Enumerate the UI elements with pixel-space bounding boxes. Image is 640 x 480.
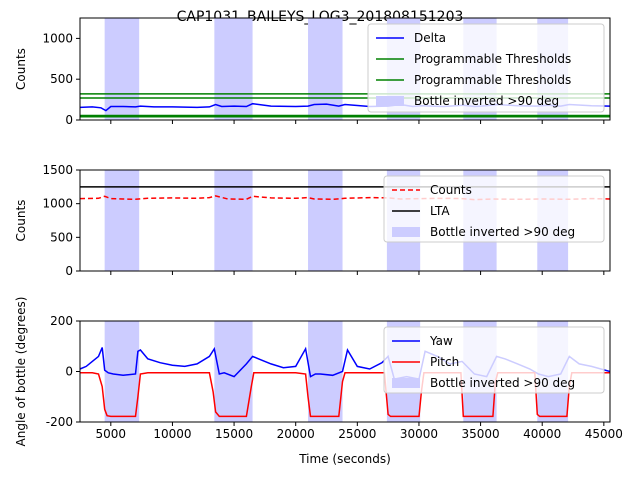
x-tick-label: 15000: [215, 427, 253, 441]
y-tick-label: 200: [50, 314, 73, 328]
subplot-3: -200 0 200 5000 10000 15000 20000 25000 30000 350…: [14, 297, 623, 466]
legend-label: Yaw: [429, 334, 453, 348]
legend-swatch: [376, 96, 404, 106]
inverted-span-1: [104, 170, 140, 271]
y-tick-label: 1000: [42, 31, 73, 45]
y-tick-label: 1000: [42, 197, 73, 211]
legend: Yaw Pitch Bottle inverted >90 deg: [383, 326, 605, 394]
legend-box: [383, 326, 605, 394]
x-tick-label: 20000: [277, 427, 315, 441]
inverted-span-3: [308, 170, 343, 271]
y-tick-label: 500: [50, 230, 73, 244]
plots: 0 500 1000 Counts Delta Programmable Threshol…: [14, 17, 623, 466]
y-axis-label: Counts: [14, 200, 28, 242]
x-tick-label: 30000: [400, 427, 438, 441]
legend-label: Bottle inverted >90 deg: [430, 225, 575, 239]
legend-label: LTA: [430, 204, 450, 218]
legend-label: Delta: [414, 31, 446, 45]
inverted-span-1: [104, 321, 140, 422]
legend-label: Counts: [430, 183, 472, 197]
x-tick-label: 10000: [153, 427, 191, 441]
y-tick-label: 500: [50, 72, 73, 86]
legend-label: Programmable Thresholds: [414, 73, 571, 87]
subplot-2: 0 500 1000 1500 Counts Counts LTA Bottle invert…: [14, 163, 611, 278]
x-axis-label: Time (seconds): [298, 452, 391, 466]
legend-label: Pitch: [430, 355, 459, 369]
inverted-span-1: [104, 18, 140, 120]
legend-label: Bottle inverted >90 deg: [430, 376, 575, 390]
y-axis-label: Counts: [14, 48, 28, 90]
axes-frame: [79, 169, 611, 272]
y-tick-label: 0: [65, 365, 73, 379]
y-tick-label: 0: [65, 264, 73, 278]
legend-swatch: [392, 227, 420, 237]
inverted-span-2: [214, 170, 253, 271]
axes-frame: [79, 17, 611, 121]
inverted-span-2: [214, 18, 253, 120]
legend-label: Bottle inverted >90 deg: [414, 94, 559, 108]
legend: Delta Programmable Thresholds Programmable…: [367, 23, 605, 113]
inverted-span-3: [308, 321, 343, 422]
legend-box: [383, 175, 605, 243]
legend-swatch: [392, 378, 420, 388]
x-tick-label: 35000: [461, 427, 499, 441]
x-tick-label: 5000: [96, 427, 127, 441]
y-tick-label: -200: [46, 415, 73, 429]
subplot-1: 0 500 1000 Counts Delta Programmable Threshol…: [14, 17, 611, 127]
inverted-span-2: [214, 321, 253, 422]
x-tick-label: 25000: [338, 427, 376, 441]
y-axis-label: Angle of bottle (degrees): [14, 297, 28, 447]
legend-label: Programmable Thresholds: [414, 52, 571, 66]
x-tick-label: 40000: [523, 427, 561, 441]
legend: Counts LTA Bottle inverted >90 deg: [383, 175, 605, 243]
y-tick-label: 1500: [42, 163, 73, 177]
legend-box: [367, 23, 605, 113]
inverted-span-3: [308, 18, 343, 120]
x-tick-label: 45000: [585, 427, 623, 441]
y-tick-label: 0: [65, 113, 73, 127]
